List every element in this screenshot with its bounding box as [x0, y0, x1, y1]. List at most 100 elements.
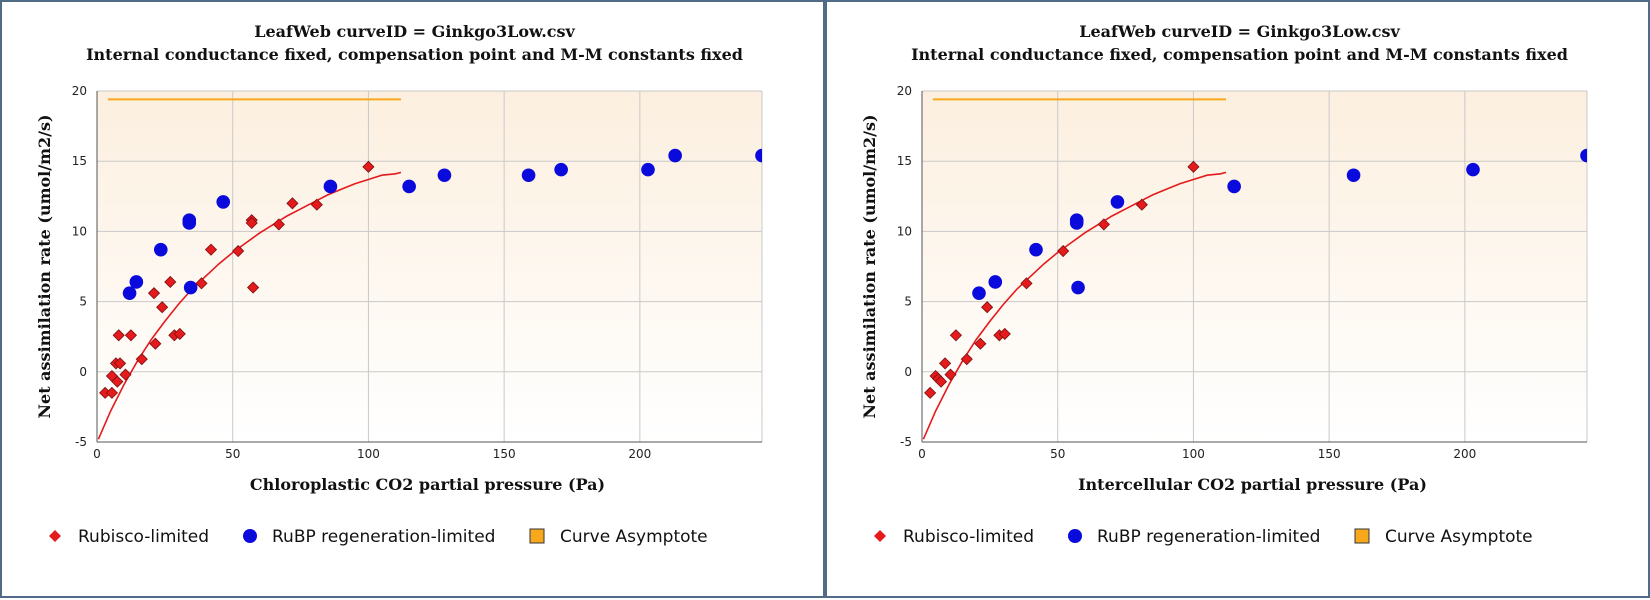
left-chart-title: LeafWeb curveID = Ginkgo3Low.csv: [254, 22, 575, 41]
right-rubisco-point: [1020, 277, 1033, 290]
left-rubp-point: [402, 179, 416, 194]
left-rubisco-point: [204, 243, 218, 256]
right-rubisco-point: [924, 386, 937, 399]
right-x-tick-label: 100: [1182, 447, 1205, 461]
right-legend-rubp-swatch: [1068, 529, 1082, 543]
right-chart-svg: 0 50 100 150 200 -5 0 5 10 15 20 LeafWeb curveID = …: [860, 22, 1588, 547]
left-rubisco-point: [156, 301, 169, 314]
right-rubp-point: [1110, 195, 1125, 209]
left-chart-svg: 0 50 100 150 200 -5 0 5 10 15 20 LeafWeb curveID = …: [35, 22, 763, 547]
left-x-axis-label: Chloroplastic CO2 partial pressure (Pa): [250, 475, 605, 494]
left-rubp-point: [755, 148, 762, 163]
right-rubisco-point: [1135, 198, 1148, 211]
right-rubp-point: [1227, 179, 1241, 194]
right-chart-subtitle: Internal conductance fixed, compensation…: [911, 45, 1568, 64]
left-rubp-point: [437, 168, 452, 183]
left-y-axis-label: Net assimilation rate (umol/m2/s): [35, 114, 54, 418]
left-rubisco-point: [173, 327, 186, 340]
right-rubisco-point: [934, 375, 948, 388]
left-y-tick-label: -5: [75, 435, 87, 449]
left-legend-asymptote-label: Curve Asymptote: [560, 527, 708, 547]
right-fit-curve: [922, 171, 1227, 440]
right-rubp-point: [1069, 216, 1084, 230]
left-rubisco-point: [195, 277, 208, 290]
right-rubp-point: [1580, 148, 1587, 163]
left-rubisco-point: [112, 329, 125, 342]
right-rubisco-point: [998, 327, 1011, 340]
left-x-tick-label: 200: [628, 447, 651, 461]
right-rubp-point: [1346, 168, 1361, 183]
right-rubisco-point: [1097, 218, 1110, 231]
right-rubp-point: [1071, 280, 1085, 295]
right-rubp-point: [988, 275, 1003, 289]
right-legend-asymptote-label: Curve Asymptote: [1385, 527, 1533, 547]
right-rubisco-point: [944, 368, 957, 381]
chart-panel-right: 0 50 100 150 200 -5 0 5 10 15 20 LeafWeb curveID = …: [825, 0, 1650, 598]
left-rubisco-point: [105, 386, 118, 399]
right-x-axis-label: Intercellular CO2 partial pressure (Pa): [1078, 475, 1427, 494]
left-x-tick-label: 50: [225, 447, 240, 461]
left-y-tick-label: 20: [72, 84, 87, 98]
left-legend-asymptote-swatch: [529, 528, 545, 544]
right-legend-asymptote-swatch: [1354, 528, 1370, 544]
right-y-tick-label: -5: [900, 435, 912, 449]
left-rubisco-point: [124, 329, 137, 342]
left-y-tick-label: 15: [72, 154, 87, 168]
left-rubisco-point: [362, 160, 375, 173]
right-x-tick-label: 200: [1453, 447, 1476, 461]
right-rubisco-point: [1057, 244, 1070, 258]
left-legend-rubp-label: RuBP regeneration-limited: [272, 527, 495, 547]
left-rubisco-point: [147, 287, 161, 300]
left-rubp-point: [521, 168, 536, 183]
right-plot-area: [922, 91, 1587, 442]
right-y-tick-label: 10: [897, 224, 912, 238]
left-legend-rubisco-label: Rubisco-limited: [78, 527, 209, 547]
left-rubp-point: [323, 179, 338, 194]
right-rubisco-point: [974, 337, 987, 350]
left-legend-rubp-swatch: [243, 529, 257, 543]
left-rubisco-point: [135, 353, 148, 366]
right-legend-rubp-label: RuBP regeneration-limited: [1097, 527, 1320, 547]
chart-panel-left: 0 50 100 150 200 -5 0 5 10 15 20 LeafWeb curveID = …: [0, 0, 825, 598]
left-legend-rubisco-swatch: [49, 530, 61, 542]
right-rubp-point: [972, 286, 986, 300]
left-rubisco-point: [247, 281, 260, 294]
right-y-tick-label: 0: [904, 365, 912, 379]
right-rubp-point: [1029, 242, 1043, 257]
right-rubisco-point: [960, 353, 973, 366]
left-rubp-point: [182, 216, 197, 230]
left-rubisco-point: [114, 357, 127, 370]
left-rubp-point: [122, 286, 137, 300]
left-marks: [97, 98, 762, 440]
left-rubp-point: [554, 162, 568, 177]
left-plot-area: [97, 91, 762, 442]
right-rubisco-point: [981, 301, 994, 314]
left-rubp-point: [641, 162, 655, 177]
right-y-tick-label: 20: [897, 84, 912, 98]
left-rubp-point: [668, 148, 682, 163]
left-rubisco-point: [272, 218, 285, 231]
left-y-tick-label: 0: [79, 365, 87, 379]
left-rubisco-point: [149, 337, 162, 350]
left-y-tick-label: 10: [72, 224, 87, 238]
left-rubp-point: [183, 280, 198, 295]
right-x-tick-label: 50: [1050, 447, 1065, 461]
right-chart-title: LeafWeb curveID = Ginkgo3Low.csv: [1079, 22, 1400, 41]
right-rubp-point: [1466, 162, 1480, 177]
left-rubp-point: [216, 195, 231, 209]
right-rubisco-point: [939, 357, 952, 370]
right-y-axis-label: Net assimilation rate (umol/m2/s): [860, 114, 879, 418]
left-rubisco-point: [111, 375, 124, 388]
right-y-tick-label: 5: [904, 295, 912, 309]
right-y-tick-label: 15: [897, 154, 912, 168]
left-rubisco-point: [232, 244, 245, 258]
left-rubisco-point: [286, 197, 299, 210]
left-rubisco-point: [164, 275, 177, 289]
right-x-tick-label: 150: [1318, 447, 1341, 461]
right-rubisco-point: [949, 329, 962, 342]
right-x-tick-label: 0: [918, 447, 926, 461]
left-rubisco-point: [245, 216, 258, 230]
right-marks: [922, 98, 1587, 440]
left-rubisco-point: [119, 368, 132, 381]
left-y-tick-label: 5: [79, 295, 87, 309]
